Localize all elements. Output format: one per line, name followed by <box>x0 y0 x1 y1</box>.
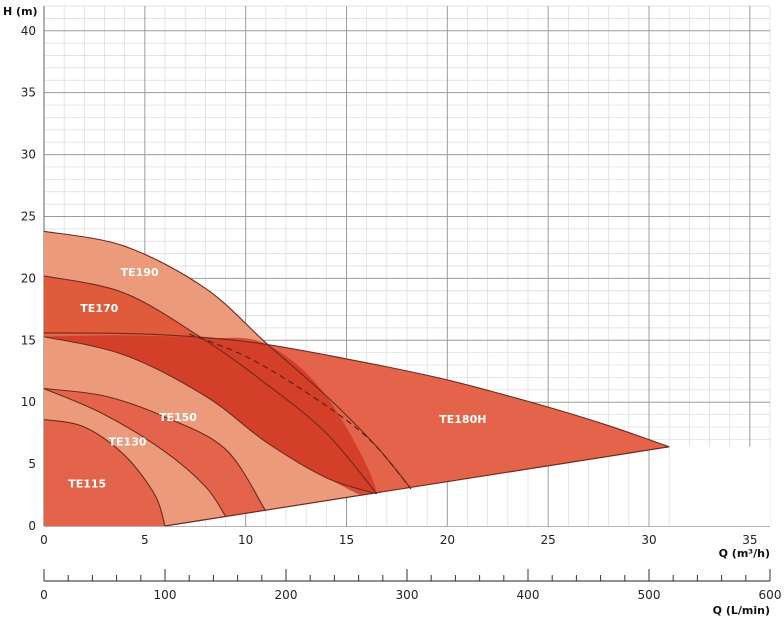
x-axis-ticks: 0 5 10 15 20 25 30 35 <box>40 533 757 547</box>
x2-tick-label: 500 <box>638 588 661 602</box>
x2-tick-label: 0 <box>40 588 48 602</box>
y-axis-ticks: 0 5 10 15 20 25 30 35 40 <box>21 24 36 533</box>
region-labels: TE190 TE170 TE180H TE150 TE130 TE115 <box>68 266 486 491</box>
y-tick-label: 30 <box>21 148 36 162</box>
y-tick-label: 5 <box>28 457 36 471</box>
y-tick-label: 10 <box>21 395 36 409</box>
label-te130: TE130 <box>109 436 147 449</box>
x-tick-label: 35 <box>742 533 757 547</box>
curve-te180h <box>43 332 670 448</box>
x-axis-title: Q (m³/h) <box>719 547 770 560</box>
curve-te150 <box>43 336 377 495</box>
y-tick-label: 40 <box>21 24 36 38</box>
x-tick-label: 30 <box>641 533 656 547</box>
label-te150: TE150 <box>159 411 197 424</box>
curve-te190 <box>43 230 412 490</box>
y-tick-label: 15 <box>21 333 36 347</box>
x-tick-label: 25 <box>541 533 556 547</box>
x2-axis-title: Q (L/min) <box>713 604 770 617</box>
x2-tick-label: 300 <box>396 588 419 602</box>
y-tick-label: 20 <box>21 271 36 285</box>
y-tick-label: 25 <box>21 209 36 223</box>
curve-te115 <box>43 388 226 517</box>
x-tick-label: 5 <box>141 533 149 547</box>
x-tick-label: 10 <box>238 533 253 547</box>
y-tick-label: 0 <box>28 519 36 533</box>
x2-tick-label: 200 <box>275 588 298 602</box>
y-tick-label: 35 <box>21 86 36 100</box>
secondary-x-axis: 0 100 200 300 400 500 600 <box>40 569 781 602</box>
curve-te130 <box>43 388 267 512</box>
x-tick-label: 15 <box>339 533 354 547</box>
label-te115: TE115 <box>68 478 106 491</box>
pump-curves <box>43 230 670 527</box>
x2-tick-label: 100 <box>154 588 177 602</box>
pump-regions <box>44 231 770 527</box>
label-te170: TE170 <box>80 302 118 315</box>
x2-tick-label: 600 <box>759 588 782 602</box>
curve-base-6 <box>43 418 166 527</box>
curve-te170 <box>43 275 378 495</box>
dashed-curve-0 <box>188 333 412 490</box>
operating-limit-line <box>164 446 670 527</box>
x-tick-label: 0 <box>40 533 48 547</box>
x-tick-label: 20 <box>440 533 455 547</box>
x2-tick-label: 400 <box>517 588 540 602</box>
y-axis-title: H (m) <box>3 5 38 18</box>
label-te180h: TE180H <box>439 413 486 426</box>
region-base-6 <box>44 419 165 526</box>
overlap-region <box>44 335 377 499</box>
label-te190: TE190 <box>121 266 159 279</box>
